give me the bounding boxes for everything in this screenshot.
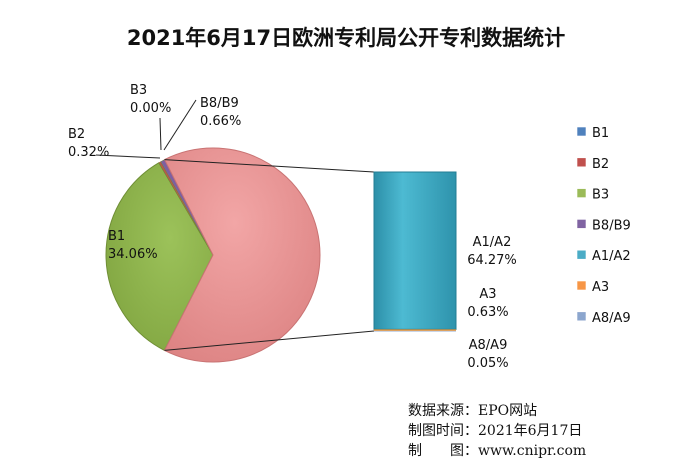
legend-label-a1-a2: A1/A2 [592, 249, 631, 264]
bar-segment-a8-a9 [374, 330, 456, 332]
legend-swatch-a1-a2 [576, 249, 587, 260]
legend-label-b2: B2 [592, 157, 609, 172]
label-a3-value: 0.63% [467, 305, 508, 320]
source-line-chart-date: 制图时间：2021年6月17日 [408, 423, 582, 439]
pie-group [105, 147, 321, 363]
legend-label-a8-a9: A8/A9 [592, 311, 631, 326]
legend-label-b1: B1 [592, 126, 609, 141]
bar-segment-a1-a2 [373, 171, 457, 330]
label-b3-value: 0.00% [130, 101, 171, 116]
label-b8-b9-name: B8/B9 [200, 96, 239, 111]
label-b3-name: B3 [130, 83, 147, 98]
source-line-data-source: 数据来源：EPO网站 [408, 403, 537, 419]
legend: B1 B2 B3 B8/B9 A1/A2 A3 A8/A9 [576, 126, 631, 326]
pie-slice-other [163, 147, 321, 363]
label-b1-value: 34.06% [108, 247, 158, 262]
legend-swatch-b8-b9 [576, 219, 587, 229]
source-line-chart-maker: 制 图：www.cnipr.com [408, 443, 586, 459]
leader-line-b8-b9 [163, 99, 197, 151]
connector-line-top [164, 159, 375, 173]
bar-group [373, 171, 457, 332]
bar-segment-a3 [374, 329, 456, 331]
label-a8-a9-value: 0.05% [467, 356, 508, 371]
label-b2-name: B2 [68, 127, 85, 142]
label-b1-name: B1 [108, 229, 125, 244]
label-a8-a9-name: A8/A9 [469, 338, 508, 353]
legend-swatch-b1 [576, 126, 587, 137]
legend-label-b3: B3 [592, 188, 609, 203]
label-b2-value: 0.32% [68, 145, 109, 160]
data-labels: B1 34.06% B2 0.32% B3 0.00% B8/B9 0.66% A1/A2 64.… [68, 83, 517, 371]
label-a1-a2-name: A1/A2 [473, 235, 512, 250]
label-b8-b9-value: 0.66% [200, 114, 241, 129]
legend-swatch-b3 [576, 188, 587, 198]
legend-label-b8-b9: B8/B9 [592, 218, 631, 233]
legend-swatch-a8-a9 [576, 311, 587, 322]
label-a1-a2-value: 64.27% [467, 253, 517, 268]
connector-lines [164, 159, 375, 351]
legend-label-a3: A3 [592, 280, 609, 295]
label-a3-name: A3 [479, 287, 496, 302]
leader-line-b3 [159, 117, 162, 151]
legend-swatch-b2 [576, 157, 587, 168]
legend-swatch-a3 [576, 280, 587, 291]
chart-title: 2021年6月17日欧洲专利局公开专利数据统计 [127, 26, 565, 50]
leader-line-b2 [95, 154, 161, 159]
connector-line-bottom [164, 330, 375, 351]
